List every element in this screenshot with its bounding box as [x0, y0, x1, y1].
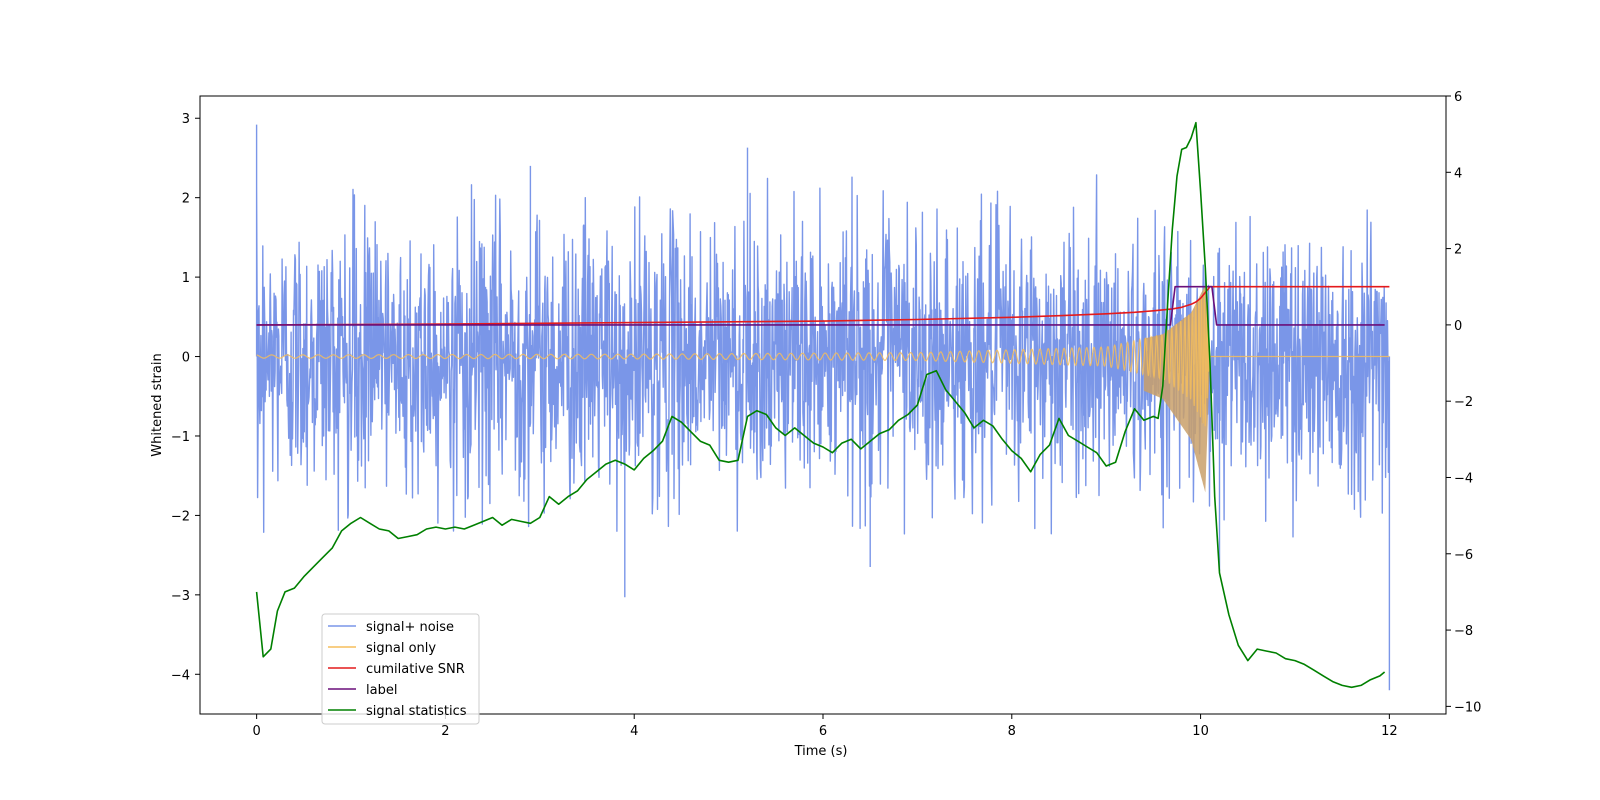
series-line-signal-noise	[255, 124, 1391, 691]
y-right-tick-label: −6	[1454, 548, 1473, 563]
y-axis-left: 3 2 1 0 −1 −2 −3 −4	[171, 112, 200, 683]
y-right-tick-label: 4	[1454, 166, 1462, 181]
x-tick-label: 8	[1008, 724, 1016, 739]
y-axis-right: 6 4 2 0 −2 −4 −6 −8 −10	[1446, 90, 1481, 715]
legend-label: label	[366, 683, 397, 698]
y-right-tick-label: −2	[1454, 395, 1473, 410]
y-left-tick-label: 2	[182, 192, 190, 207]
x-tick-label: 12	[1381, 724, 1398, 739]
series-line-cumilative-snr	[256, 285, 1390, 326]
y-right-tick-label: 2	[1454, 243, 1462, 258]
x-tick-label: 4	[630, 724, 638, 739]
legend-label: signal+ noise	[366, 620, 454, 635]
y-left-tick-label: 1	[182, 271, 190, 286]
y-right-tick-label: −4	[1454, 471, 1473, 486]
series-line-signal-statistics	[255, 121, 1386, 689]
legend-label: signal statistics	[366, 704, 467, 719]
y-left-tick-label: −2	[171, 509, 190, 524]
x-axis: 0 2 4 6 8 10 12	[252, 714, 1398, 739]
plot-area	[255, 121, 1391, 691]
legend: signal+ noise signal only cumilative SNR la…	[321, 613, 480, 725]
y-left-tick-label: −1	[171, 430, 190, 445]
y-right-tick-label: −10	[1454, 700, 1481, 715]
y-left-tick-label: −4	[171, 668, 190, 683]
x-tick-label: 0	[252, 724, 260, 739]
legend-label: signal only	[366, 641, 436, 656]
series-line-signal-only	[256, 289, 1390, 427]
y-right-tick-label: 6	[1454, 90, 1462, 105]
y-left-tick-label: −3	[171, 589, 190, 604]
y-left-tick-label: 3	[182, 112, 190, 127]
y-axis-title: Whitened strain	[150, 353, 165, 456]
legend-box	[321, 613, 480, 725]
x-tick-label: 6	[819, 724, 827, 739]
y-right-tick-label: 0	[1454, 319, 1462, 334]
y-right-tick-label: −8	[1454, 624, 1473, 639]
legend-label: cumilative SNR	[366, 662, 465, 677]
x-tick-label: 10	[1192, 724, 1209, 739]
x-axis-title: Time (s)	[794, 744, 848, 759]
series-line-label	[256, 285, 1385, 326]
y-left-tick-label: 0	[182, 351, 190, 366]
x-tick-label: 2	[441, 724, 449, 739]
